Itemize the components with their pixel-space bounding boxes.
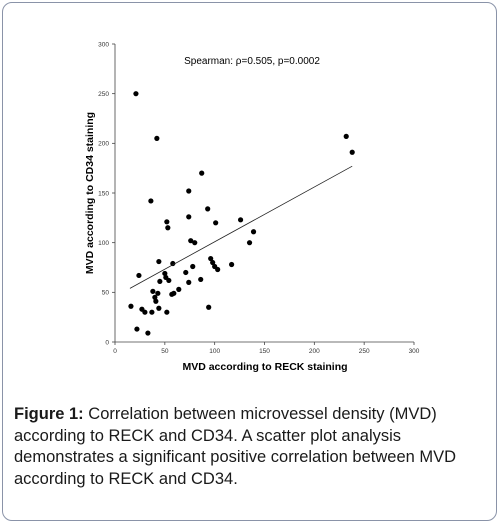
data-point	[237, 217, 244, 223]
data-point	[343, 133, 349, 139]
data-point	[145, 330, 151, 336]
x-axis-label: MVD according to RECK staining	[182, 361, 347, 373]
data-point	[152, 294, 158, 300]
ticks: 0 50 100 150 200 250 300 0 50 100 150 200 250 300	[98, 41, 420, 355]
y-tick-label: 100	[98, 240, 109, 247]
data-point	[198, 276, 204, 283]
data-point	[213, 220, 219, 226]
y-tick-label: 50	[102, 290, 110, 297]
data-point	[188, 238, 194, 244]
caption-text: Correlation between microvessel density …	[14, 405, 457, 488]
data-point	[176, 286, 182, 292]
figure-caption: Figure 1: Correlation between microvesse…	[14, 404, 489, 490]
figure-card	[2, 2, 497, 521]
trendline-group	[129, 165, 353, 289]
y-tick-label: 250	[98, 91, 109, 98]
axes	[114, 44, 414, 343]
data-point	[155, 290, 161, 296]
chart-annotation: Spearman: ρ=0.505, p=0.0002	[184, 56, 320, 67]
data-point	[171, 290, 177, 296]
scatter-chart: 0 50 100 150 200 250 300 0 50 100 150 200 250 300 Spe…	[84, 41, 420, 373]
data-point	[186, 214, 192, 220]
data-point	[210, 259, 216, 266]
x-tick-label: 200	[309, 348, 320, 355]
data-point	[162, 270, 168, 277]
data-point	[183, 269, 189, 276]
y-axis-label: MVD according to CD34 staining	[84, 112, 96, 274]
x-tick-label: 0	[113, 348, 117, 355]
data-point	[208, 255, 214, 262]
y-tick-label: 200	[98, 141, 109, 148]
x-tick-label: 50	[161, 348, 169, 355]
x-tick-label: 150	[259, 348, 270, 355]
data-point	[133, 91, 139, 97]
data-point	[128, 303, 134, 309]
data-point	[136, 272, 142, 279]
data-points	[128, 91, 355, 336]
data-point	[246, 240, 253, 246]
data-point	[142, 309, 148, 315]
data-point	[156, 258, 162, 265]
data-point	[153, 298, 159, 304]
trendline	[129, 165, 353, 289]
y-tick-label: 300	[98, 41, 109, 48]
data-point	[149, 309, 155, 315]
data-point	[165, 225, 171, 231]
caption-label: Figure 1:	[14, 405, 84, 423]
x-tick-label: 100	[209, 348, 220, 355]
data-point	[199, 170, 205, 176]
x-tick-label: 250	[359, 348, 370, 355]
data-point	[170, 260, 176, 267]
data-point	[206, 304, 212, 310]
data-point	[205, 206, 211, 212]
data-point	[154, 135, 160, 141]
data-point	[186, 279, 192, 285]
y-tick-label: 150	[98, 190, 109, 197]
data-point	[250, 229, 257, 235]
data-point	[186, 188, 192, 194]
data-point	[190, 263, 196, 270]
data-point	[148, 198, 154, 204]
data-point	[192, 240, 198, 246]
data-point	[134, 326, 140, 332]
data-point	[150, 288, 156, 294]
data-point	[349, 149, 355, 155]
y-tick-label: 0	[105, 339, 109, 346]
data-point	[164, 219, 170, 225]
data-point	[157, 278, 163, 285]
data-point	[229, 261, 235, 268]
data-point	[166, 277, 172, 284]
data-point	[215, 266, 221, 273]
data-point	[164, 309, 170, 315]
data-point	[156, 305, 162, 311]
x-tick-label: 300	[409, 348, 420, 355]
